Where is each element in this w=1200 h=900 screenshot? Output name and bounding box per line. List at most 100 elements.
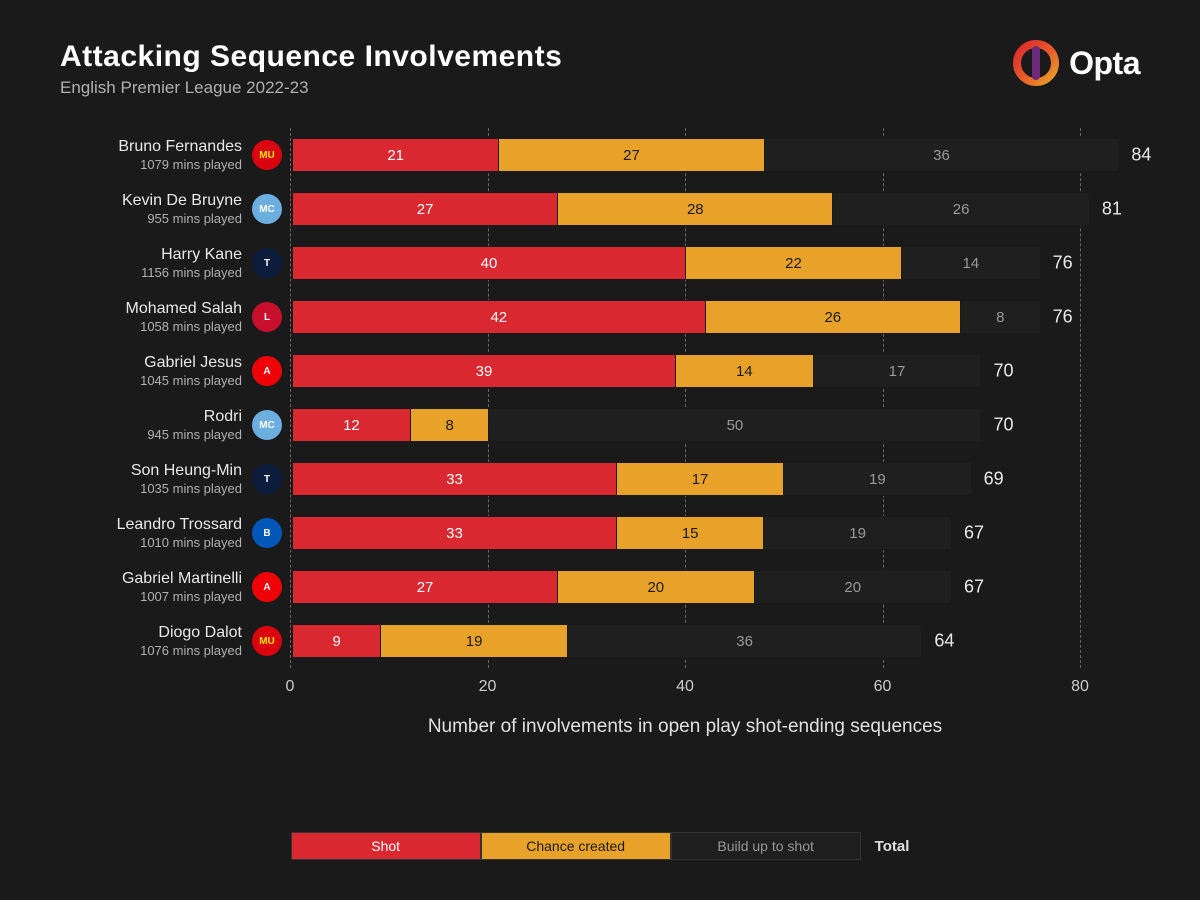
x-tick-label: 80	[1071, 678, 1089, 696]
chart: Bruno Fernandes1079 mins playedMU2127368…	[60, 128, 1140, 728]
player-name: Mohamed Salah	[60, 300, 242, 318]
bar-segment-chance: 22	[686, 247, 902, 279]
player-mins: 1035 mins played	[60, 481, 242, 496]
bar-segment-chance: 8	[411, 409, 490, 441]
bar-segment-shot: 27	[293, 571, 558, 603]
player-name: Kevin De Bruyne	[60, 192, 242, 210]
team-badge-icon: MC	[252, 194, 282, 224]
player-mins: 1007 mins played	[60, 589, 242, 604]
player-label: Gabriel Jesus1045 mins played	[60, 354, 250, 388]
bar-segment-chance: 28	[558, 193, 833, 225]
total-label: 81	[1102, 199, 1122, 220]
bar-track: 27282681	[292, 192, 1080, 226]
player-row: Gabriel Martinelli1007 mins playedA27202…	[60, 560, 1080, 614]
team-badge-icon: MC	[252, 410, 282, 440]
player-label: Kevin De Bruyne955 mins played	[60, 192, 250, 226]
bar-segment-shot: 40	[293, 247, 686, 279]
opta-logo-icon	[1013, 40, 1059, 86]
bar-segment-chance: 17	[617, 463, 784, 495]
total-label: 70	[994, 361, 1014, 382]
bar-segment-shot: 9	[293, 625, 381, 657]
total-label: 64	[934, 631, 954, 652]
total-label: 70	[994, 415, 1014, 436]
bar-segment-build: 50	[489, 409, 980, 441]
legend-total-label: Total	[875, 838, 910, 855]
header: Attacking Sequence Involvements English …	[0, 0, 1200, 108]
team-badge-icon: T	[252, 464, 282, 494]
player-name: Leandro Trossard	[60, 516, 242, 534]
x-tick-label: 0	[286, 678, 295, 696]
bar-segment-chance: 15	[617, 517, 764, 549]
stacked-bar: 212736	[292, 138, 1119, 172]
team-badge-icon: MU	[252, 626, 282, 656]
bar-rows: Bruno Fernandes1079 mins playedMU2127368…	[60, 128, 1080, 668]
stacked-bar: 331519	[292, 516, 952, 550]
bar-track: 331719 69	[292, 462, 1080, 496]
player-label: Bruno Fernandes1079 mins played	[60, 138, 250, 172]
player-name: Gabriel Martinelli	[60, 570, 242, 588]
player-label: Leandro Trossard1010 mins played	[60, 516, 250, 550]
bar-segment-build: 19	[784, 463, 971, 495]
total-label: 69	[984, 469, 1004, 490]
x-axis-label: Number of involvements in open play shot…	[290, 716, 1080, 738]
titles: Attacking Sequence Involvements English …	[60, 40, 562, 98]
player-name: Harry Kane	[60, 246, 242, 264]
legend: ShotChance createdBuild up to shot Total	[0, 832, 1200, 860]
bar-track: 40221476	[292, 246, 1080, 280]
player-name: Rodri	[60, 408, 242, 426]
bar-segment-build: 17	[814, 355, 981, 387]
player-name: Son Heung-Min	[60, 462, 242, 480]
page-title: Attacking Sequence Involvements	[60, 40, 562, 74]
player-label: Harry Kane1156 mins played	[60, 246, 250, 280]
player-label: Rodri945 mins played	[60, 408, 250, 442]
bar-track: 91936 64	[292, 624, 1080, 658]
player-mins: 1058 mins played	[60, 319, 242, 334]
bar-track: 391417 70	[292, 354, 1080, 388]
bar-segment-shot: 42	[293, 301, 706, 333]
total-label: 67	[964, 523, 984, 544]
bar-segment-build: 26	[833, 193, 1088, 225]
x-axis-ticks: 020406080	[290, 678, 1080, 698]
stacked-bar: 331719	[292, 462, 972, 496]
player-mins: 1156 mins played	[60, 265, 242, 280]
bar-segment-chance: 19	[381, 625, 568, 657]
team-badge-icon: MU	[252, 140, 282, 170]
player-mins: 1079 mins played	[60, 157, 242, 172]
bar-segment-build: 20	[755, 571, 951, 603]
total-label: 84	[1131, 145, 1151, 166]
bar-segment-build: 19	[764, 517, 951, 549]
bar-track: 21273684	[292, 138, 1080, 172]
team-badge-icon: A	[252, 572, 282, 602]
bar-track: 27202067	[292, 570, 1080, 604]
player-mins: 1076 mins played	[60, 643, 242, 658]
team-badge-icon: L	[252, 302, 282, 332]
bar-segment-build: 8	[961, 301, 1040, 333]
legend-item-chance: Chance created	[481, 832, 671, 860]
stacked-bar: 272020	[292, 570, 952, 604]
bar-segment-shot: 27	[293, 193, 558, 225]
stacked-bar: 391417	[292, 354, 982, 388]
total-label: 67	[964, 577, 984, 598]
player-mins: 1010 mins played	[60, 535, 242, 550]
bar-segment-build: 14	[902, 247, 1040, 279]
legend-item-shot: Shot	[291, 832, 481, 860]
bar-segment-shot: 33	[293, 463, 617, 495]
player-label: Diogo Dalot1076 mins played	[60, 624, 250, 658]
brand-name: Opta	[1069, 45, 1140, 82]
bar-segment-chance: 26	[706, 301, 961, 333]
bar-track: 12850 70	[292, 408, 1080, 442]
stacked-bar: 91936	[292, 624, 922, 658]
legend-item-build: Build up to shot	[671, 832, 861, 860]
player-row: Rodri945 mins playedMC1285070	[60, 398, 1080, 452]
brand-logo: Opta	[1013, 40, 1140, 86]
page-subtitle: English Premier League 2022-23	[60, 78, 562, 98]
player-mins: 1045 mins played	[60, 373, 242, 388]
player-name: Diogo Dalot	[60, 624, 242, 642]
player-mins: 955 mins played	[60, 211, 242, 226]
bar-segment-build: 36	[765, 139, 1119, 171]
stacked-bar: 12850	[292, 408, 982, 442]
bar-track: 4226876	[292, 300, 1080, 334]
player-mins: 945 mins played	[60, 427, 242, 442]
team-badge-icon: A	[252, 356, 282, 386]
player-label: Son Heung-Min1035 mins played	[60, 462, 250, 496]
